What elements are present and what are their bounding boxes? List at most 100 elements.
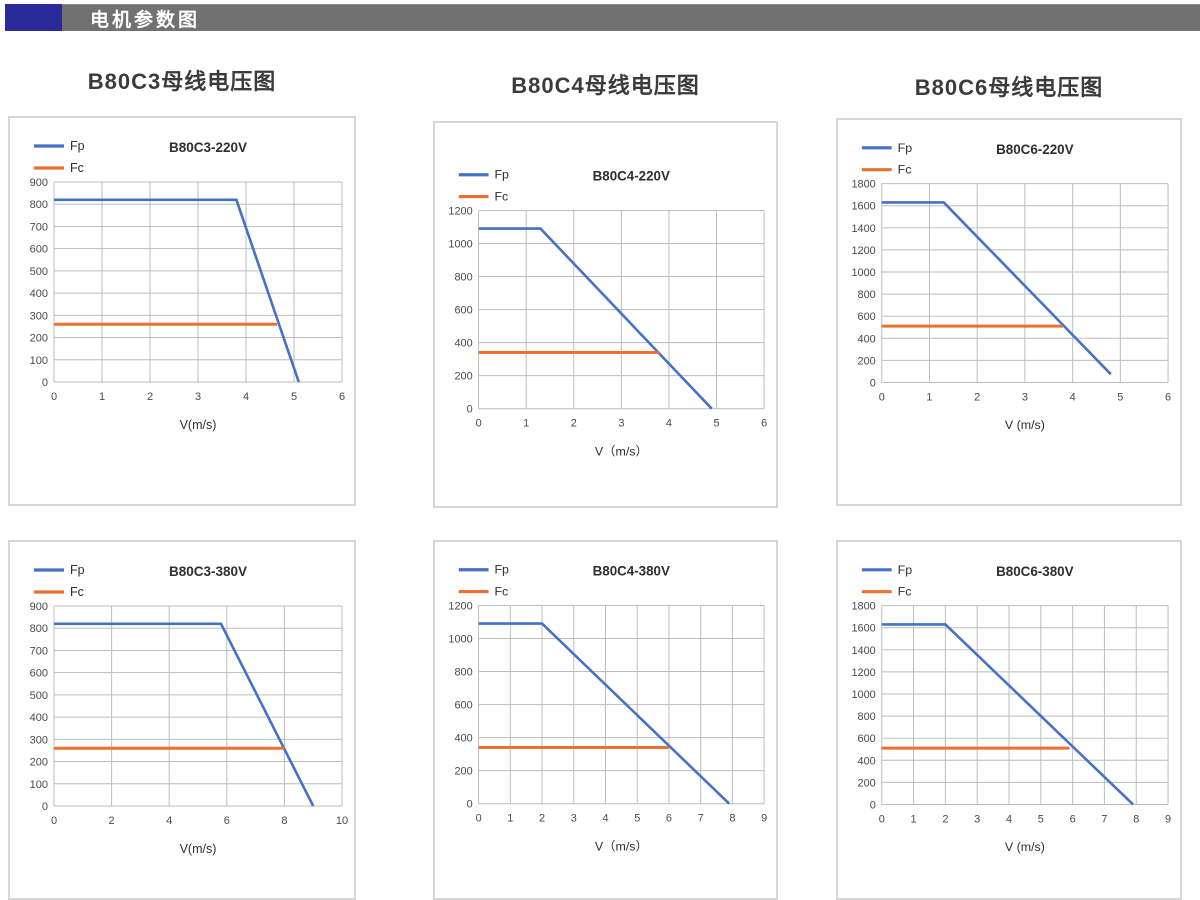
chart-b80c4-380v: 0 1 2 3 4 5 6 7 8 9 0 200 400 600 800 1000 1200 Fp Fc B80C4… bbox=[435, 542, 776, 898]
x-tick-label: 6 bbox=[761, 418, 767, 430]
x-tick-label: 5 bbox=[634, 813, 640, 825]
x-tick-label: 2 bbox=[539, 813, 545, 825]
x-tick-label: 0 bbox=[51, 391, 57, 403]
x-tick-label: 0 bbox=[476, 418, 482, 430]
x-tick-label: 1 bbox=[99, 391, 105, 403]
y-tick-label: 0 bbox=[467, 404, 473, 416]
y-tick-label: 600 bbox=[454, 700, 472, 712]
chart-b80c3-380v: 0 2 4 6 8 10 0 100 200 300 400 500 600 700 800 900 Fp Fc B… bbox=[10, 542, 354, 898]
x-tick-label: 6 bbox=[339, 391, 345, 403]
y-tick-label: 1000 bbox=[851, 267, 875, 279]
column-title-b80c3: B80C3母线电压图 bbox=[87, 69, 277, 94]
x-tick-label: 2 bbox=[974, 391, 980, 403]
x-tick-label: 4 bbox=[1070, 391, 1076, 403]
chart-title: B80C4-220V bbox=[593, 169, 670, 184]
legend-label-fc: Fc bbox=[70, 161, 84, 175]
x-tick-label: 8 bbox=[281, 815, 287, 827]
x-axis-label: V (m/s) bbox=[1005, 418, 1045, 432]
y-tick-label: 1200 bbox=[448, 600, 472, 612]
y-tick-label: 1600 bbox=[851, 623, 875, 635]
y-tick-label: 700 bbox=[30, 645, 48, 657]
legend-label-fp: Fp bbox=[70, 139, 85, 153]
y-tick-label: 400 bbox=[858, 755, 876, 767]
legend-label-fc: Fc bbox=[898, 585, 912, 599]
x-tick-label: 0 bbox=[476, 813, 482, 825]
y-tick-label: 600 bbox=[858, 311, 876, 323]
legend-label-fp: Fp bbox=[70, 563, 85, 577]
x-tick-label: 1 bbox=[926, 391, 932, 403]
chart-svg: 0 1 2 3 4 5 6 0 200 400 600 800 1000 1200 1400 1600 1800… bbox=[851, 141, 1171, 432]
x-tick-label: 0 bbox=[879, 391, 885, 403]
y-tick-label: 600 bbox=[30, 244, 48, 256]
y-tick-label: 0 bbox=[467, 799, 473, 811]
chart-b80c6-220v: 0 1 2 3 4 5 6 0 200 400 600 800 1000 1200 1400 1600 1800… bbox=[838, 120, 1180, 504]
x-tick-label: 5 bbox=[1117, 391, 1123, 403]
x-tick-label: 10 bbox=[336, 815, 348, 827]
x-tick-label: 6 bbox=[666, 813, 672, 825]
y-tick-label: 600 bbox=[858, 733, 876, 745]
y-tick-label: 300 bbox=[30, 734, 48, 746]
x-axis-label: V（m/s） bbox=[595, 839, 648, 853]
chart-title: B80C6-220V bbox=[996, 142, 1074, 157]
x-tick-label: 0 bbox=[51, 815, 57, 827]
y-tick-label: 800 bbox=[454, 666, 472, 678]
x-tick-label: 9 bbox=[1165, 813, 1171, 825]
x-tick-label: 8 bbox=[729, 813, 735, 825]
y-tick-label: 800 bbox=[858, 711, 876, 723]
x-tick-label: 3 bbox=[195, 391, 201, 403]
y-tick-label: 500 bbox=[30, 690, 48, 702]
series-line-fp bbox=[54, 622, 315, 807]
y-tick-label: 200 bbox=[30, 757, 48, 769]
chart-svg: 0 1 2 3 4 5 6 7 8 9 0 200 400 600 800 1000 1200 Fp Fc B80C4… bbox=[448, 563, 767, 854]
series-line-fp bbox=[881, 201, 1112, 376]
y-tick-label: 900 bbox=[30, 177, 48, 189]
chart-panel-b80c4-380v: 0 1 2 3 4 5 6 7 8 9 0 200 400 600 800 1000 1200 Fp Fc B80C4… bbox=[433, 540, 778, 900]
x-tick-label: 6 bbox=[1070, 813, 1076, 825]
legend-label-fc: Fc bbox=[70, 585, 84, 599]
y-tick-label: 1000 bbox=[851, 689, 875, 701]
y-tick-label: 800 bbox=[30, 199, 48, 211]
series-line-fp bbox=[478, 227, 713, 410]
y-tick-label: 400 bbox=[454, 338, 472, 350]
chart-b80c6-380v: 0 1 2 3 4 5 6 7 8 9 0 200 400 600 800 1000 1200 1400 1600 1… bbox=[838, 542, 1180, 898]
series-line-fp bbox=[881, 623, 1134, 806]
x-tick-label: 3 bbox=[1022, 391, 1028, 403]
x-tick-label: 2 bbox=[942, 813, 948, 825]
y-tick-label: 1200 bbox=[851, 245, 875, 257]
series-line-fp bbox=[478, 622, 731, 805]
y-tick-label: 600 bbox=[454, 305, 472, 317]
x-axis-label: V(m/s) bbox=[180, 842, 217, 856]
chart-panel-b80c4-220v: 0 1 2 3 4 5 6 0 200 400 600 800 1000 1200 Fp Fc B80C4-22… bbox=[433, 121, 778, 508]
x-tick-label: 8 bbox=[1133, 813, 1139, 825]
header-title-bar: 电机参数图 bbox=[62, 4, 1200, 31]
y-tick-label: 400 bbox=[858, 333, 876, 345]
page-header: 电机参数图 bbox=[5, 4, 1200, 31]
x-tick-label: 3 bbox=[571, 813, 577, 825]
legend-label-fp: Fp bbox=[494, 563, 509, 577]
x-tick-label: 0 bbox=[879, 813, 885, 825]
y-tick-label: 0 bbox=[870, 377, 876, 389]
column-title-b80c6: B80C6母线电压图 bbox=[914, 75, 1104, 100]
legend-label-fc: Fc bbox=[898, 163, 912, 177]
x-tick-label: 4 bbox=[666, 418, 672, 430]
y-tick-label: 200 bbox=[858, 777, 876, 789]
y-tick-label: 800 bbox=[454, 271, 472, 283]
x-tick-label: 2 bbox=[571, 418, 577, 430]
legend-label-fp: Fp bbox=[494, 168, 509, 182]
y-tick-label: 400 bbox=[454, 733, 472, 745]
y-tick-label: 800 bbox=[30, 623, 48, 635]
x-tick-label: 5 bbox=[713, 418, 719, 430]
x-axis-label: V（m/s） bbox=[595, 444, 648, 458]
y-tick-label: 200 bbox=[454, 766, 472, 778]
y-tick-label: 1600 bbox=[851, 201, 875, 213]
y-tick-label: 1800 bbox=[851, 601, 875, 613]
chart-svg: 0 1 2 3 4 5 6 0 200 400 600 800 1000 1200 Fp Fc B80C4-22… bbox=[448, 168, 767, 459]
x-tick-label: 1 bbox=[911, 813, 917, 825]
x-tick-label: 7 bbox=[698, 813, 704, 825]
y-tick-label: 500 bbox=[30, 266, 48, 278]
y-tick-label: 900 bbox=[30, 601, 48, 613]
y-tick-label: 200 bbox=[30, 333, 48, 345]
y-tick-label: 200 bbox=[454, 371, 472, 383]
chart-title: B80C3-380V bbox=[169, 564, 247, 579]
x-tick-label: 6 bbox=[224, 815, 230, 827]
